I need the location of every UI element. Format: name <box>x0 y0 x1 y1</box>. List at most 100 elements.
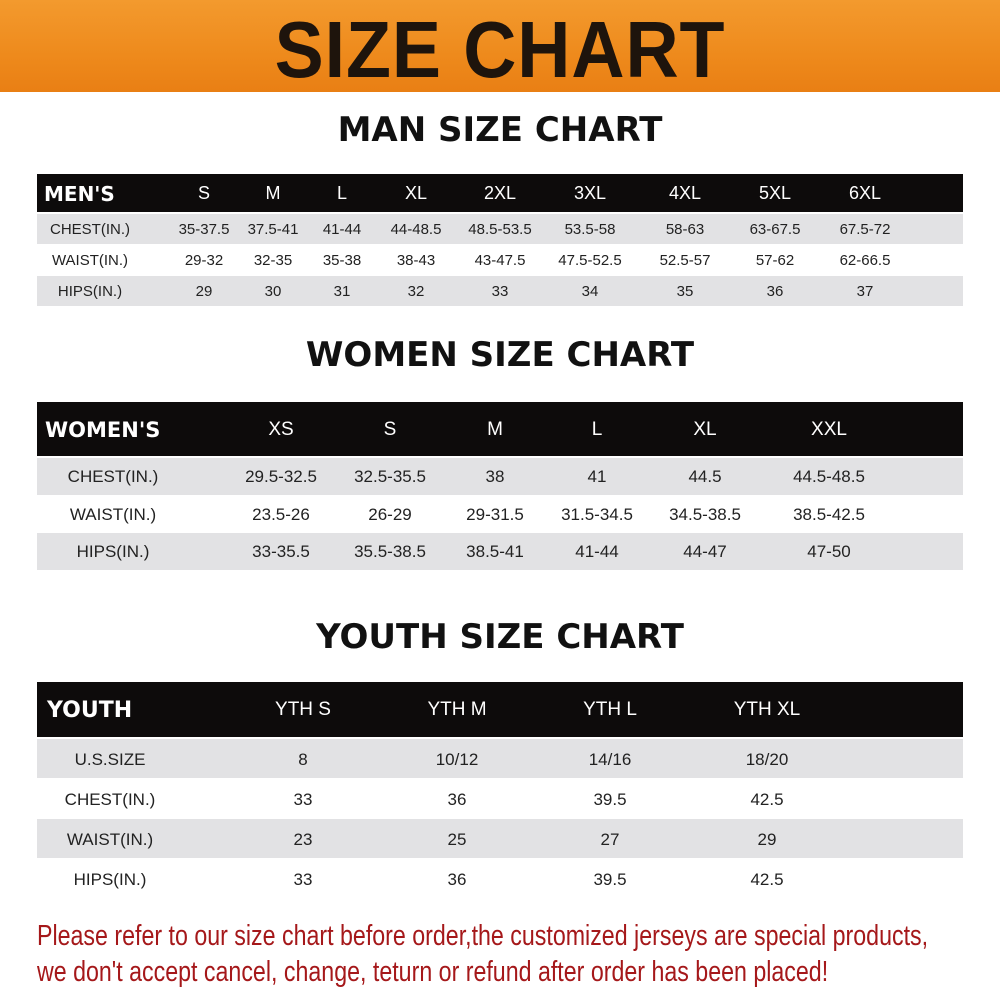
measurement-value: 37 <box>856 283 874 300</box>
measurement-value: 44.5 <box>688 467 722 487</box>
youth-table-row: U.S.SIZE 8 10/12 14/16 18/20 <box>37 739 963 778</box>
measurement-value: 8 <box>298 749 308 769</box>
banner-title: SIZE CHART <box>274 5 726 94</box>
measurement-value: 38.5-42.5 <box>793 504 865 524</box>
youth-table-row: HIPS(IN.) 33 36 39.5 42.5 <box>37 859 963 898</box>
size-column-header: S <box>383 418 397 440</box>
measurement-value: 34 <box>581 283 599 300</box>
measurement-value: 44-48.5 <box>390 221 442 238</box>
measurement-value: 67.5-72 <box>839 221 891 238</box>
women-header-label: WOMEN'S <box>45 417 161 442</box>
measurement-value: 42.5 <box>750 869 784 889</box>
measurement-value: 39.5 <box>593 869 627 889</box>
measurement-value: 38 <box>485 467 505 487</box>
measurement-value: 29-31.5 <box>466 504 524 524</box>
men-section-title: MAN SIZE CHART <box>337 110 663 150</box>
measurement-value: 36 <box>766 283 784 300</box>
measurement-value: 39.5 <box>593 789 627 809</box>
size-column-header: XXL <box>811 418 847 440</box>
size-column-header: XL <box>693 418 717 440</box>
size-column-header: 3XL <box>573 183 607 203</box>
measurement-value: 18/20 <box>745 749 789 769</box>
men-table-row: HIPS(IN.) 29 30 31 32 33 34 35 36 37 <box>37 276 963 306</box>
measurement-value: 27 <box>600 829 620 849</box>
measurement-value: 58-63 <box>665 221 705 238</box>
measurement-value: 33 <box>491 283 509 300</box>
measurement-value: 31.5-34.5 <box>561 504 633 524</box>
size-column-header: XL <box>404 183 428 203</box>
measurement-value: 41-44 <box>322 221 362 238</box>
measurement-value: 35-37.5 <box>178 221 230 238</box>
measurement-value: 62-66.5 <box>839 252 891 269</box>
measurement-value: 29 <box>757 829 777 849</box>
measurement-value: 23.5-26 <box>252 504 310 524</box>
measurement-value: 32 <box>407 283 425 300</box>
measurement-value: 29-32 <box>184 252 224 269</box>
size-column-header: YTH XL <box>733 699 801 720</box>
measurement-value: 52.5-57 <box>659 252 711 269</box>
measurement-value: 63-67.5 <box>749 221 801 238</box>
youth-header-row: YOUTH YTH S YTH M YTH L YTH XL <box>37 682 963 737</box>
banner: SIZE CHART <box>0 0 1000 94</box>
measurement-value: 14/16 <box>588 749 632 769</box>
size-column-header: L <box>336 183 348 203</box>
size-column-header: 4XL <box>668 183 702 203</box>
measurement-value: 30 <box>264 283 282 300</box>
size-column-header: M <box>265 183 281 203</box>
measurement-value: 38.5-41 <box>466 542 524 562</box>
measurement-value: 57-62 <box>755 252 795 269</box>
measurement-value: 43-47.5 <box>474 252 526 269</box>
measurement-value: 48.5-53.5 <box>468 221 532 238</box>
size-column-header: M <box>487 418 503 440</box>
measurement-value: 42.5 <box>750 789 784 809</box>
measurement-value: 36 <box>447 869 467 889</box>
measurement-label: HIPS(IN.) <box>73 869 147 889</box>
measurement-value: 44-47 <box>683 542 727 562</box>
youth-section-title: YOUTH SIZE CHART <box>316 617 684 657</box>
measurement-value: 53.5-58 <box>564 221 616 238</box>
size-column-header: S <box>197 183 211 203</box>
measurement-label: CHEST(IN.) <box>67 467 159 487</box>
measurement-value: 34.5-38.5 <box>669 504 741 524</box>
measurement-value: 35 <box>676 283 694 300</box>
measurement-value: 29.5-32.5 <box>245 467 317 487</box>
measurement-label: U.S.SIZE <box>74 749 146 769</box>
measurement-label: CHEST(IN.) <box>50 221 130 238</box>
size-column-header: XS <box>268 418 294 440</box>
measurement-value: 36 <box>447 789 467 809</box>
footer-notice-line-1: Please refer to our size chart before or… <box>37 920 929 952</box>
measurement-value: 32.5-35.5 <box>354 467 426 487</box>
youth-header-label: YOUTH <box>47 697 133 723</box>
size-column-header: 2XL <box>483 183 517 203</box>
measurement-value: 33 <box>293 869 313 889</box>
size-column-header: YTH L <box>583 699 637 720</box>
men-table-row: WAIST(IN.) 29-32 32-35 35-38 38-43 43-47.5 47.… <box>37 245 963 275</box>
footer-notice-line-2: we don't accept cancel, change, teturn o… <box>37 956 829 988</box>
youth-table-row: WAIST(IN.) 23 25 27 29 <box>37 819 963 858</box>
measurement-value: 32-35 <box>253 252 293 269</box>
measurement-value: 33-35.5 <box>252 542 310 562</box>
size-column-header: 5XL <box>758 183 792 203</box>
measurement-label: WAIST(IN.) <box>66 829 154 849</box>
measurement-label: WAIST(IN.) <box>69 504 157 524</box>
measurement-value: 29 <box>195 283 213 300</box>
measurement-value: 25 <box>447 829 467 849</box>
measurement-value: 35.5-38.5 <box>354 542 426 562</box>
men-header-label: MEN'S <box>44 182 115 206</box>
men-header-row: MEN'S S M L XL 2XL 3XL 4XL 5XL 6XL <box>37 174 963 212</box>
youth-table-row: CHEST(IN.) 33 36 39.5 42.5 <box>37 779 963 818</box>
measurement-value: 26-29 <box>368 504 412 524</box>
women-table-row: HIPS(IN.) 33-35.5 35.5-38.5 38.5-41 41-44 44-… <box>37 533 963 570</box>
size-column-header: 6XL <box>848 183 882 203</box>
measurement-value: 44.5-48.5 <box>793 467 865 487</box>
size-column-header: L <box>591 418 603 440</box>
measurement-label: WAIST(IN.) <box>51 252 129 269</box>
measurement-value: 47-50 <box>807 542 851 562</box>
women-table-row: WAIST(IN.) 23.5-26 26-29 29-31.5 31.5-34.5 34… <box>37 496 963 533</box>
measurement-value: 35-38 <box>322 252 362 269</box>
measurement-value: 31 <box>333 283 351 300</box>
measurement-value: 47.5-52.5 <box>558 252 622 269</box>
measurement-value: 38-43 <box>396 252 436 269</box>
measurement-label: HIPS(IN.) <box>76 542 150 562</box>
women-header-row: WOMEN'S XS S M L XL XXL <box>37 402 963 456</box>
